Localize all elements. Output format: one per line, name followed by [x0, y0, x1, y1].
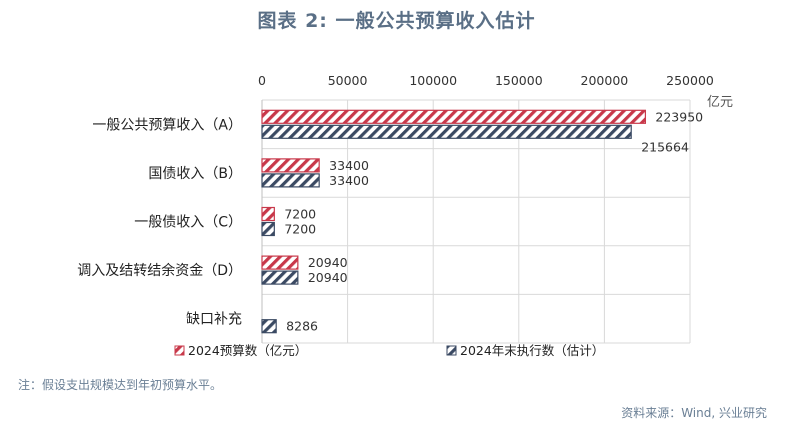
category-label: 一般公共预算收入（A）: [92, 117, 242, 133]
legend-label-budget: 2024预算数（亿元）: [188, 343, 307, 358]
data-label-budget: 7200: [284, 207, 316, 222]
data-label-estimate: 20940: [308, 270, 348, 285]
x-tick-label: 200000: [581, 73, 629, 88]
x-tick-label: 150000: [495, 73, 543, 88]
bar-budget: [261, 255, 299, 270]
x-tick-label: 0: [258, 73, 266, 88]
legend-swatch-estimate: [446, 345, 457, 356]
source-note: 资料来源：Wind, 兴业研究: [621, 406, 767, 420]
bar-estimate: [261, 270, 299, 285]
data-label-estimate: 7200: [284, 222, 316, 237]
data-label-estimate: 33400: [329, 173, 369, 188]
bar-estimate: [261, 221, 275, 237]
category-label: 一般债收入（C）: [134, 215, 242, 231]
bar-estimate: [261, 173, 320, 188]
legend-label-estimate: 2024年末执行数（估计）: [460, 343, 604, 358]
bar-estimate: [261, 124, 632, 139]
data-label-budget: 20940: [308, 255, 348, 270]
bars: [261, 109, 647, 334]
legend: 2024预算数（亿元） 2024年末执行数（估计）: [174, 343, 604, 358]
x-axis: 0 50000 100000 150000 200000 250000 亿元: [258, 73, 733, 110]
data-label-budget: 33400: [329, 158, 369, 173]
bar-estimate: [261, 319, 277, 334]
x-tick-label: 50000: [328, 73, 368, 88]
data-label-estimate: 8286: [286, 319, 318, 334]
data-label-estimate: 215664: [641, 139, 689, 154]
legend-swatch-budget: [174, 345, 185, 356]
bar-budget: [261, 206, 275, 222]
chart-title: 图表 2: 一般公共预算收入估计: [257, 10, 536, 32]
unit-label: 亿元: [707, 95, 733, 110]
category-label: 调入及结转结余资金（D）: [77, 262, 242, 279]
category-axis: 一般公共预算收入（A） 国债收入（B） 一般债收入（C） 调入及结转结余资金（D） 缺口…: [77, 117, 242, 327]
footnote: 注：假设支出规模达到年初预算水平。: [18, 378, 223, 392]
x-tick-label: 100000: [409, 73, 457, 88]
x-tick-label: 250000: [666, 73, 714, 88]
bar-budget: [261, 158, 320, 173]
category-label: 缺口补充: [186, 312, 242, 328]
data-label-budget: 223950: [655, 109, 703, 124]
grid-layer: [261, 99, 691, 344]
bar-budget: [261, 109, 647, 124]
category-label: 国债收入（B）: [148, 166, 242, 182]
